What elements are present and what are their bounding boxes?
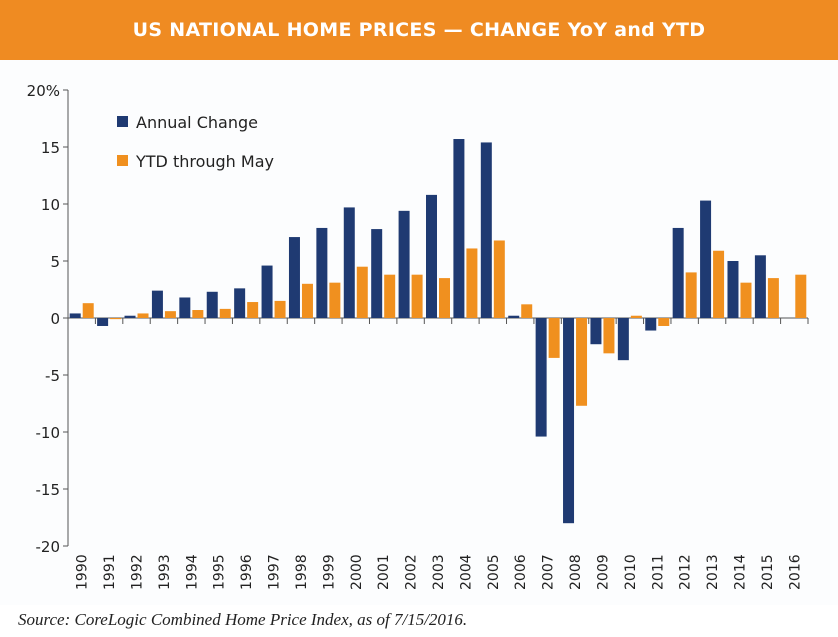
x-tick-label: 2003 [431,554,447,590]
bar-annual-2004 [453,139,465,318]
x-tick-label: 2015 [760,554,776,590]
legend-label: YTD through May [135,152,274,171]
bar-annual-2013 [700,200,712,318]
bar-annual-2000 [343,207,355,318]
bar-ytd-1994 [192,310,204,318]
bar-ytd-1992 [137,313,149,318]
bar-ytd-1998 [301,283,313,318]
bar-ytd-2004 [466,248,478,318]
bar-annual-1992 [124,315,136,318]
x-tick-label: 2009 [595,554,611,590]
bar-annual-1990 [69,313,81,318]
chart-panel [0,60,838,605]
bar-annual-1991 [97,318,109,326]
x-tick-label: 1991 [102,554,118,590]
x-tick-label: 2012 [678,554,694,590]
bar-ytd-2012 [685,272,697,318]
bar-annual-2006 [508,315,520,318]
bar-ytd-1995 [219,308,231,318]
bar-ytd-2003 [439,278,450,318]
bar-ytd-2015 [767,278,779,318]
x-tick-label: 2002 [404,554,420,590]
bar-annual-2012 [672,227,684,318]
bar-ytd-2009 [603,318,615,354]
y-tick-label: -10 [36,424,61,442]
x-tick-label: 1992 [130,554,146,590]
bar-annual-1996 [234,288,246,318]
x-tick-label: 1999 [321,554,337,590]
x-tick-label: 2014 [732,554,748,590]
x-tick-label: 2007 [541,554,557,590]
x-tick-label: 1990 [75,554,91,590]
legend-label: Annual Change [136,113,258,132]
bar-ytd-1991 [110,318,122,320]
y-tick-label: -5 [45,367,60,385]
bar-annual-2014 [727,261,739,318]
bar-annual-1997 [261,265,273,318]
bar-annual-2005 [480,142,492,318]
chart-title: US NATIONAL HOME PRICES — CHANGE YoY and… [0,0,838,60]
x-tick-label: 1998 [294,554,310,590]
bar-ytd-2000 [356,266,368,318]
x-tick-label: 2001 [376,554,392,590]
bar-ytd-2011 [658,318,670,326]
bar-ytd-2014 [740,282,752,318]
bar-annual-1995 [206,291,218,318]
bar-chart: 20% 15 10 5 0 -5 -10 -15 -20 1990 1991 1992 1993 1994… [27,82,809,590]
legend-swatch [117,155,128,166]
bar-ytd-1996 [247,302,259,318]
bar-annual-1993 [151,290,163,318]
bar-annual-2001 [371,229,383,318]
x-tick-label: 2000 [349,554,365,590]
bar-annual-2011 [645,318,657,331]
x-tick-label: 2016 [787,554,803,590]
bar-ytd-2010 [630,315,642,318]
bar-ytd-2016 [795,274,807,318]
y-tick-label: 15 [41,139,60,157]
bar-annual-2002 [398,210,410,318]
x-tick-label: 2011 [650,554,666,590]
x-tick-label: 1995 [212,554,228,590]
bar-annual-2015 [754,255,766,318]
bar-annual-1999 [316,227,328,318]
bar-ytd-2007 [548,318,560,358]
x-tick-label: 1994 [184,554,200,590]
bar-annual-2009 [590,318,602,345]
y-tick-label: 20% [27,82,60,100]
x-tick-label: 2004 [458,554,474,590]
y-tick-label: 10 [41,196,60,214]
y-tick-label: 5 [50,253,60,271]
bar-ytd-1990 [82,303,94,318]
bar-ytd-2008 [576,318,588,406]
bar-ytd-2002 [411,274,423,318]
bar-ytd-2001 [384,274,396,318]
bar-ytd-2006 [521,304,533,318]
y-tick-label: 0 [50,310,60,328]
bar-annual-2010 [617,318,629,361]
x-tick-label: 1997 [267,554,283,590]
x-tick-label: 2005 [486,554,502,590]
bar-ytd-1999 [329,282,341,318]
x-tick-label: 1996 [239,554,255,590]
legend-swatch [117,116,128,127]
bar-ytd-1997 [274,300,286,318]
x-tick-label: 2013 [705,554,721,590]
bar-annual-1998 [288,237,300,318]
x-tick-label: 1993 [157,554,173,590]
y-tick-label: -20 [36,538,61,556]
y-tick-label: -15 [36,481,61,499]
x-tick-label: 2006 [513,554,529,590]
bar-annual-2003 [426,194,437,318]
bar-ytd-1993 [164,311,176,318]
bar-annual-2008 [563,318,575,524]
bar-annual-1994 [179,297,191,318]
x-tick-label: 2008 [568,554,584,590]
source-note: Source: CoreLogic Combined Home Price In… [18,610,468,629]
bar-annual-2007 [535,318,547,437]
bar-ytd-2013 [713,250,725,318]
x-tick-label: 2010 [623,554,639,590]
bar-ytd-2005 [493,240,505,318]
